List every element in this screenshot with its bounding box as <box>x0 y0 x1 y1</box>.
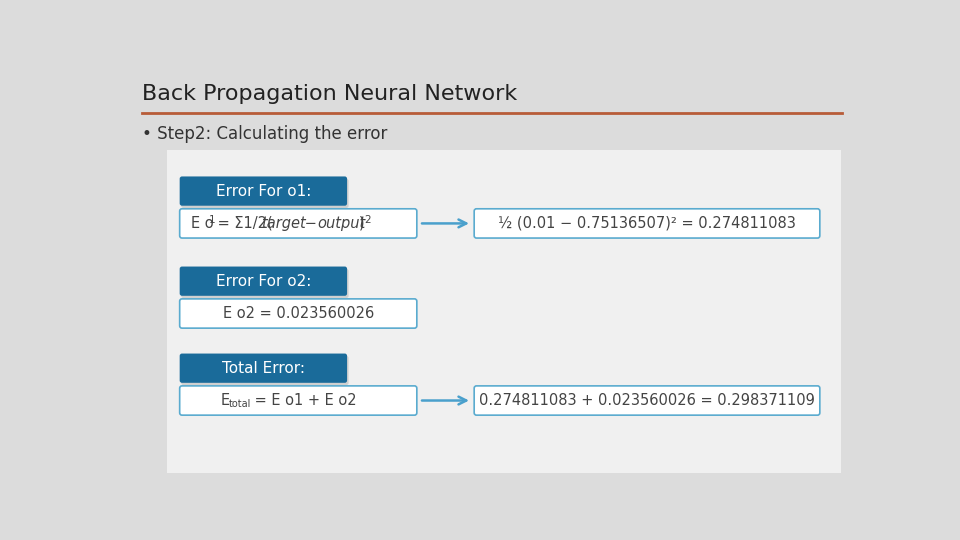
FancyBboxPatch shape <box>474 386 820 415</box>
FancyBboxPatch shape <box>180 267 348 296</box>
Text: Error For o2:: Error For o2: <box>216 274 311 289</box>
Text: Back Propagation Neural Network: Back Propagation Neural Network <box>142 84 516 104</box>
FancyBboxPatch shape <box>180 299 417 328</box>
Text: target: target <box>261 216 306 231</box>
Text: • Step2: Calculating the error: • Step2: Calculating the error <box>142 125 387 143</box>
Text: E: E <box>221 393 229 408</box>
FancyBboxPatch shape <box>180 354 348 383</box>
FancyBboxPatch shape <box>181 179 348 208</box>
Text: E o: E o <box>191 216 214 231</box>
FancyBboxPatch shape <box>474 209 820 238</box>
Text: = Σ1/2(: = Σ1/2( <box>213 216 273 231</box>
Text: total: total <box>228 400 251 409</box>
FancyBboxPatch shape <box>166 150 841 473</box>
Text: Error For o1:: Error For o1: <box>216 184 311 199</box>
FancyBboxPatch shape <box>181 356 348 385</box>
FancyBboxPatch shape <box>180 177 348 206</box>
Text: 2: 2 <box>364 215 371 225</box>
FancyBboxPatch shape <box>180 386 417 415</box>
Text: 1: 1 <box>208 215 215 225</box>
Text: −: − <box>300 216 322 231</box>
Text: ): ) <box>359 216 365 231</box>
Text: Total Error:: Total Error: <box>222 361 305 376</box>
Text: 0.274811083 + 0.023560026 = 0.298371109: 0.274811083 + 0.023560026 = 0.298371109 <box>479 393 815 408</box>
Text: ½ (0.01 − 0.75136507)² = 0.274811083: ½ (0.01 − 0.75136507)² = 0.274811083 <box>498 216 796 231</box>
FancyBboxPatch shape <box>180 209 417 238</box>
Text: E o2 = 0.023560026: E o2 = 0.023560026 <box>223 306 373 321</box>
Text: = E o1 + E o2: = E o1 + E o2 <box>251 393 357 408</box>
Text: output: output <box>317 216 365 231</box>
FancyBboxPatch shape <box>181 269 348 298</box>
